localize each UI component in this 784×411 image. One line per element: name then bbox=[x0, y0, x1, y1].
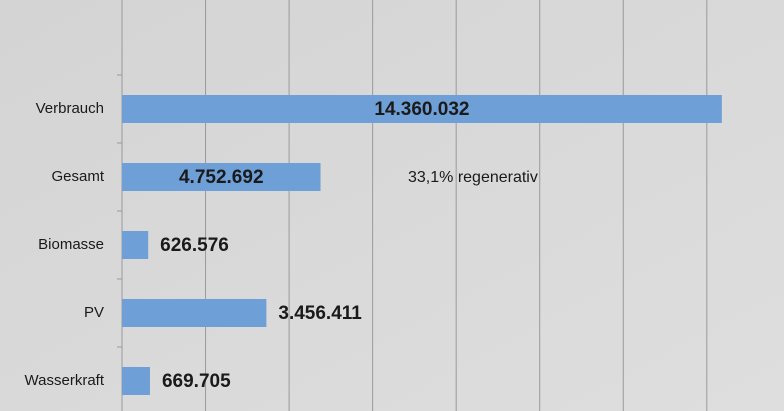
value-label: 4.752.692 bbox=[179, 167, 264, 188]
bar bbox=[122, 367, 150, 395]
category-label: Gesamt bbox=[51, 168, 104, 185]
category-label: Wasserkraft bbox=[25, 372, 105, 389]
value-label: 626.576 bbox=[160, 235, 229, 256]
value-label: 669.705 bbox=[162, 371, 231, 392]
annotation: 33,1% regenerativ bbox=[408, 169, 538, 186]
bar bbox=[122, 95, 722, 123]
category-label: PV bbox=[84, 304, 104, 321]
bar bbox=[122, 299, 267, 327]
value-label: 3.456.411 bbox=[278, 303, 362, 324]
bar bbox=[122, 231, 149, 259]
category-label: Verbrauch bbox=[36, 100, 104, 117]
category-label: Biomasse bbox=[38, 236, 104, 253]
bar bbox=[122, 163, 321, 191]
value-label: 14.360.032 bbox=[374, 99, 469, 120]
